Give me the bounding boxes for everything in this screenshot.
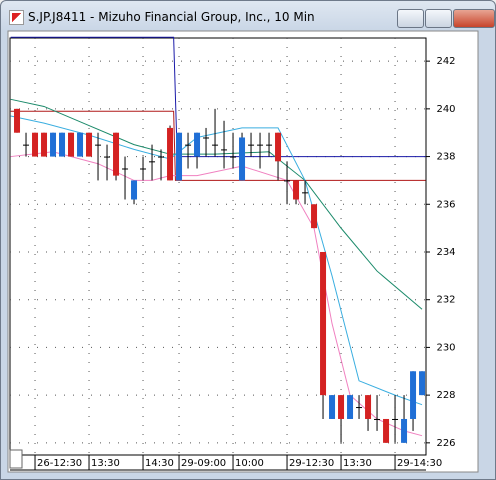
candle-body [347,395,354,419]
x-tick-label: 13:30 [91,458,120,469]
corner-box [9,449,23,469]
candle-body [257,144,264,146]
candle-body [311,204,318,229]
x-tick-label: 14:30 [145,458,174,469]
y-tick-label: 232 [436,295,455,306]
candle-body [356,407,363,409]
candle-body [284,180,291,182]
minimize-button[interactable] [397,9,424,28]
candle-body [392,418,399,420]
candle-body [23,144,30,146]
candle-body [419,371,426,396]
candle-body [410,371,417,419]
x-tick-label: 26-12:30 [37,458,82,469]
candle-body [113,132,120,176]
y-tick-label: 226 [436,438,455,449]
x-tick-label: 29-12:30 [289,458,334,469]
app-icon [9,10,24,25]
candle-body [140,168,147,170]
maximize-button[interactable] [425,9,452,28]
candle-body [41,132,48,157]
candle-body [221,149,228,151]
candle-body [68,132,75,157]
candle-body [122,168,129,170]
candle-body [401,418,408,443]
candle-body [365,395,372,419]
candle-body [248,144,255,146]
candle-body [320,251,327,396]
candle-body [86,132,93,157]
candle-body [194,132,201,157]
candle-body [95,144,102,146]
candle-body [302,192,309,194]
candle-body [275,132,282,162]
candle-body [50,132,57,157]
x-tick-label: 13:30 [343,458,372,469]
candle-body [239,137,246,181]
candle-body [77,132,84,157]
y-tick-label: 234 [436,247,455,258]
candle-body [104,156,111,158]
candle-body [329,395,336,419]
candle-body [203,137,210,139]
candle-body [158,156,165,158]
candle-body [338,395,345,419]
x-tick-label: 29-09:00 [181,458,226,469]
plot-area [9,37,427,456]
indicator-line [10,36,426,158]
candle-body [185,144,192,146]
candle-body [383,418,390,443]
candle-body [293,180,300,200]
y-tick-label: 228 [436,390,455,401]
y-tick-label: 240 [436,104,455,115]
candle-body [149,161,156,163]
x-tick-label: 10:00 [235,458,264,469]
close-button[interactable] [453,9,495,28]
candle-body [374,418,381,420]
y-tick-label: 242 [436,56,455,67]
candle-body [59,132,66,157]
y-tick-label: 230 [436,342,455,353]
y-tick-label: 238 [436,152,455,163]
candle-body [176,132,183,181]
candle-body [14,108,21,133]
x-tick-label: 29-14:30 [397,458,442,469]
window-title: S.JP.J8411 - Mizuho Financial Group, Inc… [28,10,315,24]
candle-body [32,132,39,157]
y-tick-label: 236 [436,199,455,210]
candle-body [230,156,237,158]
candle-body [131,180,138,200]
indicator-line [10,110,426,181]
candle-body [266,144,273,146]
candle-body [167,127,174,181]
candle-body [212,144,219,146]
